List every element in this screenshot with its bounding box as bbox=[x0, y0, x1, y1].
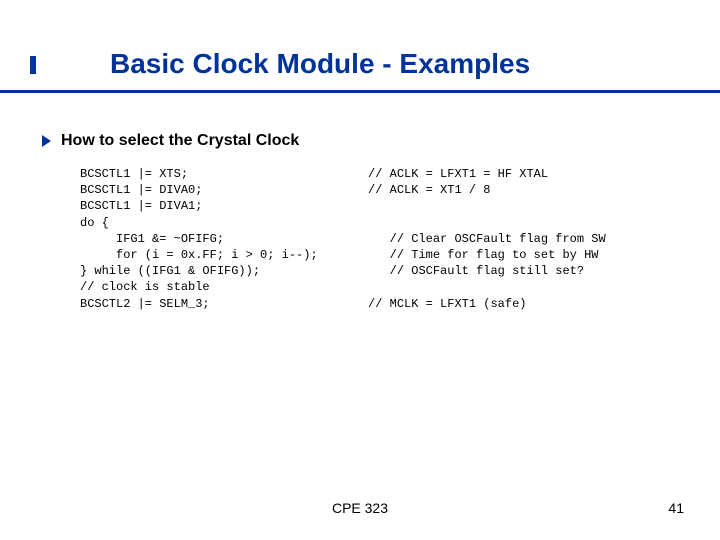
footer-page-number: 41 bbox=[668, 500, 684, 516]
title-underline bbox=[0, 90, 720, 93]
slide-title: Basic Clock Module - Examples bbox=[110, 48, 530, 80]
bullet-text: How to select the Crystal Clock bbox=[61, 132, 299, 150]
decorative-notch bbox=[30, 56, 36, 74]
arrow-icon bbox=[42, 135, 51, 147]
footer-center: CPE 323 bbox=[0, 500, 720, 516]
code-block: BCSCTL1 |= XTS; // ACLK = LFXT1 = HF XTA… bbox=[80, 166, 606, 312]
bullet-row: How to select the Crystal Clock bbox=[42, 132, 299, 150]
slide: Basic Clock Module - Examples How to sel… bbox=[0, 0, 720, 540]
